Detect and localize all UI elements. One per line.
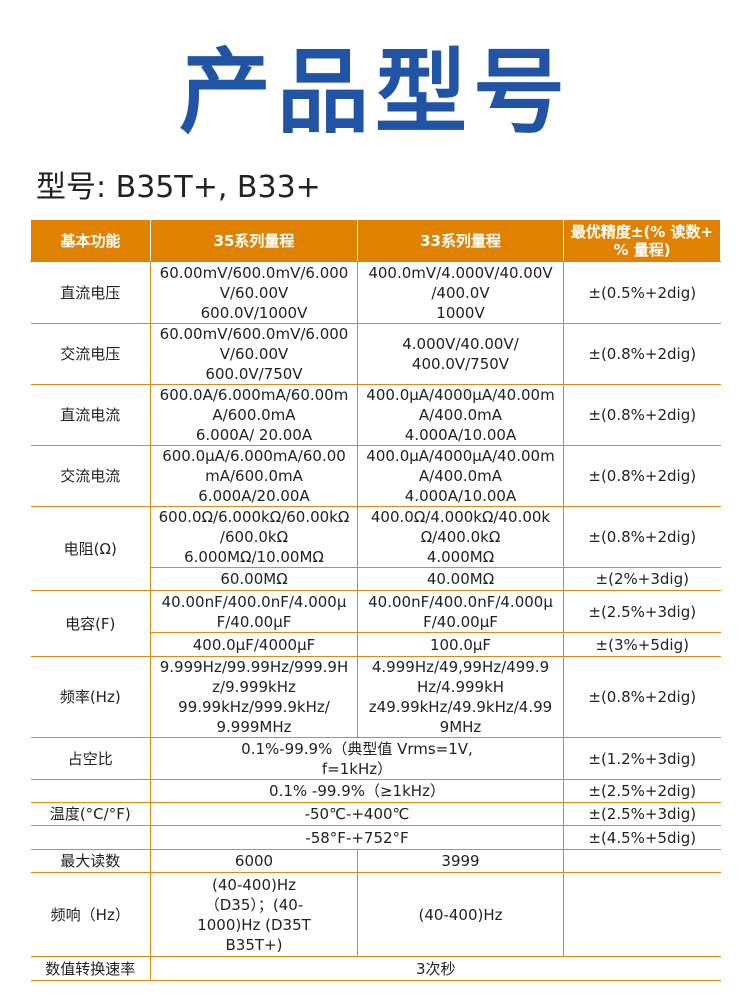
- model-line: 型号: B35T+, B33+: [36, 170, 321, 205]
- range-35-cell: (40-400)Hz （D35）；(40- 1000)Hz (D35T B35T…: [150, 872, 358, 957]
- table-row: 频响（Hz） (40-400)Hz （D35）；(40- 1000)Hz (D3…: [30, 872, 721, 957]
- table-row: -58°F-+752°F ±(4.5%+5dig): [30, 825, 721, 850]
- function-cell: 温度(°C/°F): [30, 802, 151, 826]
- accuracy-cell: ±(0.8%+2dig): [563, 384, 721, 446]
- accuracy-cell: ±(0.8%+2dig): [563, 656, 721, 738]
- range-35-cell: 400.0μF/4000μF: [150, 632, 358, 657]
- range-33-cell: (40-400)Hz: [357, 872, 564, 957]
- function-cell: 交流电压: [30, 323, 151, 385]
- function-cell: 频响（Hz）: [30, 872, 151, 957]
- function-cell: 最大读数: [30, 849, 151, 873]
- table-row: 0.1% -99.9%（≥1kHz） ±(2.5%+2dig): [30, 779, 721, 803]
- range-35-cell: 9.999Hz/99.99Hz/999.9H z/9.999kHz 99.99k…: [150, 656, 358, 738]
- accuracy-cell: ±(2.5%+3dig): [563, 802, 721, 826]
- spec-table: 基本功能 35系列量程 33系列量程 最优精度±(% 读数+ % 量程) 直流电…: [30, 219, 721, 981]
- table-row: 电阻(Ω) 600.0Ω/6.000kΩ/60.00kΩ /600.0kΩ 6.…: [30, 506, 721, 591]
- range-33-cell: 400.0mV/4.000V/40.00V /400.0V 1000V: [357, 261, 564, 324]
- range-33-cell: 40.00MΩ: [357, 567, 564, 591]
- range-both-cell: -50℃-+400℃: [150, 802, 564, 826]
- function-cell: 电容(F): [30, 590, 151, 657]
- accuracy-cell: ±(0.8%+2dig): [563, 506, 721, 568]
- accuracy-cell: ±(2.5%+3dig): [563, 590, 721, 633]
- table-row: 温度(°C/°F) -50℃-+400℃ ±(2.5%+3dig): [30, 802, 721, 826]
- accuracy-cell: ±(0.8%+2dig): [563, 323, 721, 385]
- range-35-cell: 60.00MΩ: [150, 567, 358, 591]
- range-both-cell: -58°F-+752°F: [150, 825, 564, 850]
- table-row: 交流电压 60.00mV/600.0mV/6.000 V/60.00V 600.…: [30, 323, 721, 385]
- function-cell: 电阻(Ω): [30, 506, 151, 591]
- table-row: 最大读数 6000 3999: [30, 849, 721, 873]
- range-33-cell: 100.0μF: [357, 632, 564, 657]
- header-33-range: 33系列量程: [357, 219, 564, 262]
- range-33-cell: 400.0μA/4000μA/40.00m A/400.0mA 4.000A/1…: [357, 384, 564, 446]
- range-35-cell: 60.00mV/600.0mV/6.000 V/60.00V 600.0V/75…: [150, 323, 358, 385]
- range-35-cell: 600.0Ω/6.000kΩ/60.00kΩ /600.0kΩ 6.000MΩ/…: [150, 506, 358, 568]
- accuracy-cell: [563, 872, 721, 957]
- function-cell: [30, 825, 151, 850]
- accuracy-cell: ±(0.5%+2dig): [563, 261, 721, 324]
- accuracy-cell: ±(1.2%+3dig): [563, 737, 721, 780]
- range-both-cell: 0.1%-99.9%（典型值 Vrms=1V, f=1kHz）: [150, 737, 564, 780]
- table-row: 直流电流 600.0A/6.000mA/60.00m A/600.0mA 6.0…: [30, 384, 721, 446]
- function-cell: 交流电流: [30, 445, 151, 507]
- accuracy-cell: ±(4.5%+5dig): [563, 825, 721, 850]
- function-cell: 数值转换速率: [30, 956, 151, 981]
- table-row: 直流电压 60.00mV/600.0mV/6.000 V/60.00V 600.…: [30, 261, 721, 324]
- range-33-cell: 4.000V/40.00V/ 400.0V/750V: [357, 323, 564, 385]
- header-35-range: 35系列量程: [150, 219, 358, 262]
- conversion-rate-cell: 3次秒: [150, 956, 721, 981]
- range-35-cell: 40.00nF/400.0nF/4.000μ F/40.00μF: [150, 590, 358, 633]
- range-35-cell: 600.0μA/6.000mA/60.00 mA/600.0mA 6.000A/…: [150, 445, 358, 507]
- table-row: 电容(F) 40.00nF/400.0nF/4.000μ F/40.00μF 4…: [30, 590, 721, 657]
- accuracy-cell: [563, 849, 721, 873]
- accuracy-cell: ±(2%+3dig): [563, 567, 721, 591]
- range-33-cell: 400.0μA/4000μA/40.00m A/400.0mA 4.000A/1…: [357, 445, 564, 507]
- header-accuracy: 最优精度±(% 读数+ % 量程): [563, 219, 721, 262]
- table-row: 数值转换速率 3次秒: [30, 956, 721, 981]
- range-35-cell: 600.0A/6.000mA/60.00m A/600.0mA 6.000A/ …: [150, 384, 358, 446]
- function-cell: [30, 779, 151, 803]
- header-function: 基本功能: [30, 219, 151, 262]
- range-33-cell: 40.00nF/400.0nF/4.000μ F/40.00μF: [357, 590, 564, 633]
- range-both-cell: 0.1% -99.9%（≥1kHz）: [150, 779, 564, 803]
- table-row: 交流电流 600.0μA/6.000mA/60.00 mA/600.0mA 6.…: [30, 445, 721, 507]
- function-cell: 频率(Hz): [30, 656, 151, 738]
- table-row: 占空比 0.1%-99.9%（典型值 Vrms=1V, f=1kHz） ±(1.…: [30, 737, 721, 780]
- function-cell: 直流电流: [30, 384, 151, 446]
- range-33-cell: 400.0Ω/4.000kΩ/40.00k Ω/400.0kΩ 4.000MΩ: [357, 506, 564, 568]
- table-header: 基本功能 35系列量程 33系列量程 最优精度±(% 读数+ % 量程): [30, 219, 721, 262]
- function-cell: 直流电压: [30, 261, 151, 324]
- accuracy-cell: ±(0.8%+2dig): [563, 445, 721, 507]
- function-cell: 占空比: [30, 737, 151, 780]
- range-33-cell: 3999: [357, 849, 564, 873]
- page-title: 产品型号: [178, 39, 571, 146]
- range-33-cell: 4.999Hz/49,99Hz/499.9 Hz/4.999kH z49.99k…: [357, 656, 564, 738]
- range-35-cell: 60.00mV/600.0mV/6.000 V/60.00V 600.0V/10…: [150, 261, 358, 324]
- table-row: 频率(Hz) 9.999Hz/99.99Hz/999.9H z/9.999kHz…: [30, 656, 721, 738]
- accuracy-cell: ±(2.5%+2dig): [563, 779, 721, 803]
- range-35-cell: 6000: [150, 849, 358, 873]
- accuracy-cell: ±(3%+5dig): [563, 632, 721, 657]
